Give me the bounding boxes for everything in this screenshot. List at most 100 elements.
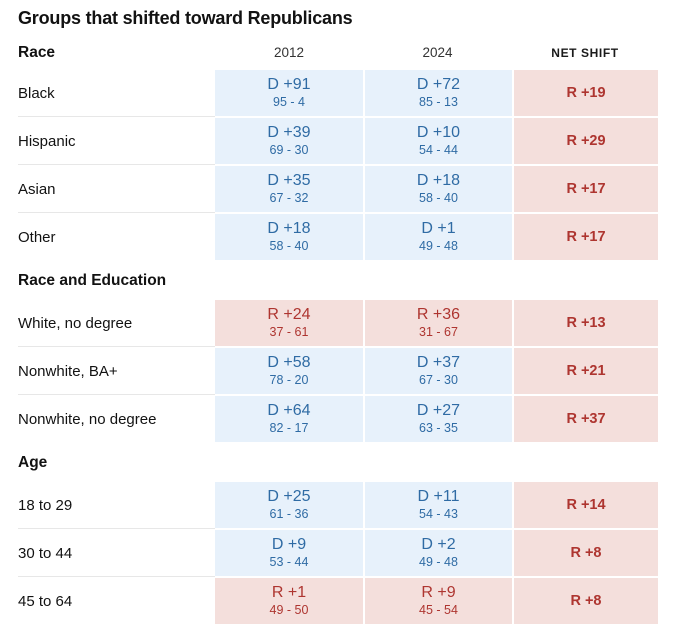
margin-2012: D +91 xyxy=(267,76,311,94)
net-shift-value: R +13 xyxy=(566,314,606,331)
margin-2012: D +18 xyxy=(267,220,311,238)
shares-2012: 69 - 30 xyxy=(269,143,309,158)
shares-2012: 95 - 4 xyxy=(273,95,305,110)
cell-2024: D +10 54 - 44 xyxy=(363,118,512,164)
margin-2024: D +11 xyxy=(417,488,460,506)
table-header-row: Race 2012 2024 NET SHIFT xyxy=(18,44,660,62)
shares-2012: 78 - 20 xyxy=(269,373,309,388)
margin-2024: D +1 xyxy=(421,220,456,238)
table-row-asian: Asian D +35 67 - 32 D +18 58 - 40 R +17 xyxy=(18,164,660,212)
cell-2024: D +37 67 - 30 xyxy=(363,348,512,394)
cell-2024: R +36 31 - 67 xyxy=(363,300,512,346)
margin-2012: D +64 xyxy=(267,402,311,420)
cell-2012: D +18 58 - 40 xyxy=(215,214,363,260)
net-shift-value: R +21 xyxy=(566,362,606,379)
cell-net-shift: R +13 xyxy=(512,300,658,346)
cell-2012: D +58 78 - 20 xyxy=(215,348,363,394)
cell-2012: R +1 49 - 50 xyxy=(215,578,363,624)
row-label: Other xyxy=(18,212,215,260)
margin-2024: R +36 xyxy=(416,306,461,324)
row-label: Hispanic xyxy=(18,116,215,164)
row-label: Black xyxy=(18,84,55,102)
table-row-hispanic: Hispanic D +39 69 - 30 D +10 54 - 44 R +… xyxy=(18,116,660,164)
margin-2012: D +39 xyxy=(267,124,311,142)
shares-2024: 54 - 44 xyxy=(419,143,458,158)
cell-2012: D +91 95 - 4 xyxy=(215,70,363,116)
margin-2012: D +25 xyxy=(267,488,311,506)
cell-2024: D +1 49 - 48 xyxy=(363,214,512,260)
table-row-white-no-degree: White, no degree R +24 37 - 61 R +36 31 … xyxy=(18,300,660,346)
shares-2024: 31 - 67 xyxy=(419,325,458,340)
shares-2012: 58 - 40 xyxy=(269,239,309,254)
margin-2012: D +58 xyxy=(267,354,311,372)
margin-2012: R +1 xyxy=(271,584,307,602)
cell-2012: D +35 67 - 32 xyxy=(215,166,363,212)
shares-2012: 53 - 44 xyxy=(269,555,309,570)
cell-2024: D +72 85 - 13 xyxy=(363,70,512,116)
shares-2024: 49 - 48 xyxy=(419,239,458,254)
margin-2024: D +72 xyxy=(416,76,461,94)
margin-2024: D +37 xyxy=(416,354,461,372)
shares-2012: 37 - 61 xyxy=(269,325,309,340)
cell-2024: R +9 45 - 54 xyxy=(363,578,512,624)
cell-2024: D +27 63 - 35 xyxy=(363,396,512,442)
margin-2024: D +10 xyxy=(416,124,461,142)
table-row-45-to-64: 45 to 64 R +1 49 - 50 R +9 45 - 54 R +8 xyxy=(18,576,660,624)
cell-2024: D +11 54 - 43 xyxy=(363,482,512,528)
cell-2024: D +2 49 - 48 xyxy=(363,530,512,576)
cell-2012: D +39 69 - 30 xyxy=(215,118,363,164)
section-title-race-and-education: Race and Education xyxy=(18,272,167,289)
net-shift-value: R +37 xyxy=(566,410,606,427)
table-row-other: Other D +18 58 - 40 D +1 49 - 48 R +17 xyxy=(18,212,660,260)
margin-2012: D +9 xyxy=(271,536,307,554)
shift-table-graphic: Groups that shifted toward Republicans R… xyxy=(18,8,660,624)
table-row-black: Black D +91 95 - 4 D +72 85 - 13 R +19 xyxy=(18,70,660,116)
shares-2012: 61 - 36 xyxy=(269,507,309,522)
cell-net-shift: R +29 xyxy=(512,118,658,164)
shares-2024: 67 - 30 xyxy=(419,373,458,388)
table-row-nonwhite-ba: Nonwhite, BA+ D +58 78 - 20 D +37 67 - 3… xyxy=(18,346,660,394)
net-shift-value: R +29 xyxy=(566,132,606,149)
net-shift-value: R +19 xyxy=(566,84,606,101)
cell-net-shift: R +14 xyxy=(512,482,658,528)
shares-2024: 54 - 43 xyxy=(419,507,458,522)
margin-2012: R +24 xyxy=(267,306,311,324)
row-label: 45 to 64 xyxy=(18,576,215,624)
margin-2024: D +27 xyxy=(416,402,461,420)
row-label: 30 to 44 xyxy=(18,528,215,576)
shares-2012: 82 - 17 xyxy=(269,421,309,436)
margin-2012: D +35 xyxy=(267,172,311,190)
row-label: Asian xyxy=(18,164,215,212)
table-row-18-to-29: 18 to 29 D +25 61 - 36 D +11 54 - 43 R +… xyxy=(18,482,660,528)
net-shift-value: R +8 xyxy=(570,544,602,561)
cell-net-shift: R +21 xyxy=(512,348,658,394)
margin-2024: D +18 xyxy=(416,172,461,190)
table-row-nonwhite-no-degree: Nonwhite, no degree D +64 82 - 17 D +27 … xyxy=(18,394,660,442)
page-title: Groups that shifted toward Republicans xyxy=(18,8,353,28)
section-race-and-education: White, no degree R +24 37 - 61 R +36 31 … xyxy=(18,300,660,442)
cell-net-shift: R +8 xyxy=(512,530,658,576)
net-shift-value: R +14 xyxy=(566,496,606,513)
cell-net-shift: R +8 xyxy=(512,578,658,624)
row-label: White, no degree xyxy=(18,314,133,332)
cell-2024: D +18 58 - 40 xyxy=(363,166,512,212)
section-age: 18 to 29 D +25 61 - 36 D +11 54 - 43 R +… xyxy=(18,482,660,624)
margin-2024: D +2 xyxy=(421,536,456,554)
net-shift-value: R +8 xyxy=(570,592,602,609)
cell-2012: D +9 53 - 44 xyxy=(215,530,363,576)
cell-2012: D +25 61 - 36 xyxy=(215,482,363,528)
shares-2024: 45 - 54 xyxy=(419,603,458,618)
shares-2024: 49 - 48 xyxy=(419,555,458,570)
row-label: Nonwhite, no degree xyxy=(18,394,215,442)
shares-2024: 63 - 35 xyxy=(419,421,458,436)
cell-2012: D +64 82 - 17 xyxy=(215,396,363,442)
column-header-net-shift: NET SHIFT xyxy=(551,46,619,60)
section-race: Black D +91 95 - 4 D +72 85 - 13 R +19 H… xyxy=(18,70,660,260)
row-label: Nonwhite, BA+ xyxy=(18,346,215,394)
net-shift-value: R +17 xyxy=(566,228,606,245)
table-row-30-to-44: 30 to 44 D +9 53 - 44 D +2 49 - 48 R +8 xyxy=(18,528,660,576)
column-header-2012: 2012 xyxy=(273,45,305,60)
section-title-age: Age xyxy=(18,454,48,471)
cell-net-shift: R +17 xyxy=(512,166,658,212)
margin-2024: R +9 xyxy=(421,584,456,602)
